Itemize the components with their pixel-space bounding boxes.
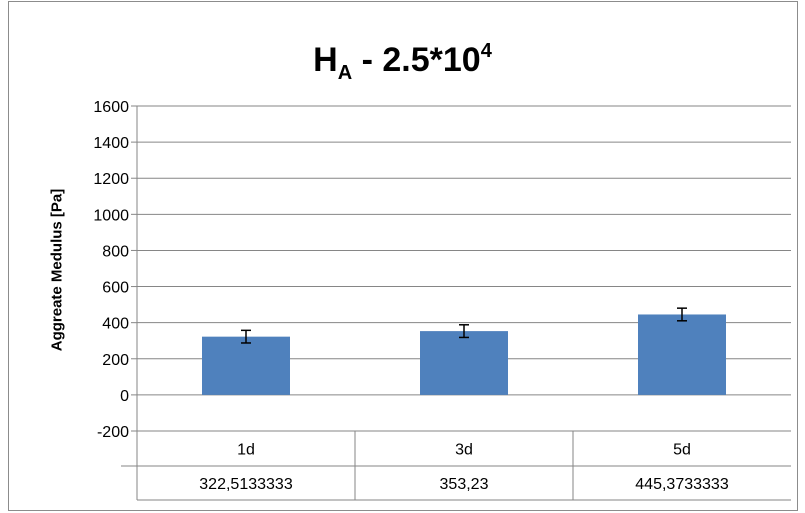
chart-frame (8, 1, 798, 511)
chart-title: HA - 2.5*104 (0, 40, 805, 85)
title-rest: - 2.5*10 (352, 41, 481, 79)
bar (202, 336, 290, 395)
y-tick-label: 800 (102, 243, 129, 260)
table-value-cell: 445,3733333 (635, 476, 729, 493)
table-value-cell: 353,23 (440, 476, 489, 493)
x-category-label: 1d (237, 442, 255, 459)
y-tick-label: 1600 (93, 99, 129, 116)
x-category-label: 3d (455, 442, 473, 459)
title-superscript: 4 (480, 40, 492, 62)
y-tick-label: 1400 (93, 135, 129, 152)
y-tick-label: 1200 (93, 171, 129, 188)
y-tick-label: 400 (102, 316, 129, 333)
x-category-label: 5d (673, 442, 691, 459)
title-subscript: A (337, 62, 353, 84)
table-value-cell: 322,5133333 (199, 476, 293, 493)
y-tick-label: 0 (120, 388, 129, 405)
bar (420, 331, 508, 395)
y-tick-label: 1000 (93, 207, 129, 224)
y-tick-label: 600 (102, 280, 129, 297)
title-main: H (313, 41, 338, 79)
bar (638, 314, 726, 395)
y-tick-label: 200 (102, 352, 129, 369)
y-tick-label: -200 (97, 424, 129, 441)
